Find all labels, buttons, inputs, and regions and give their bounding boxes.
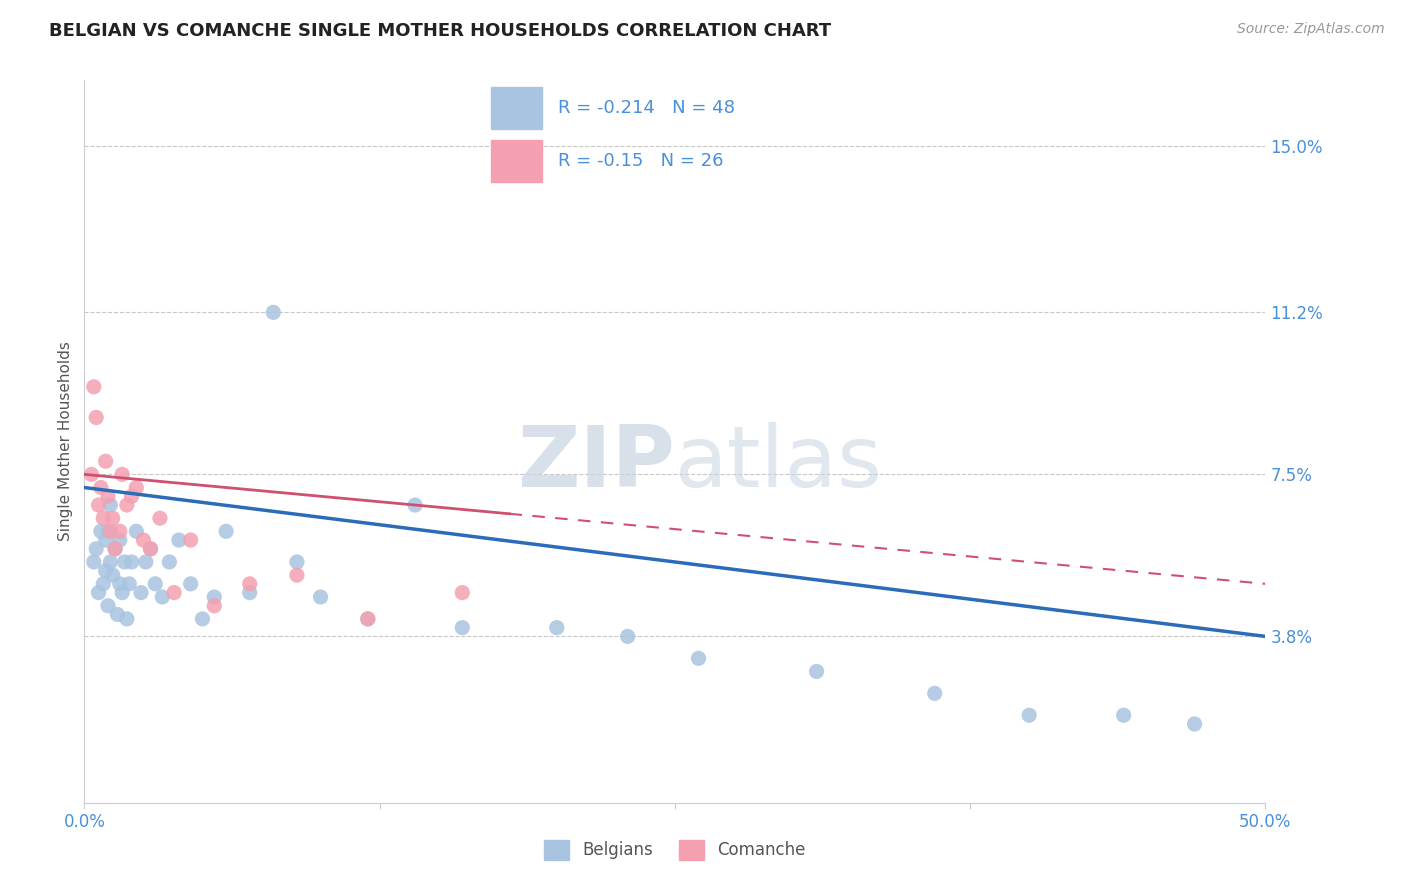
Point <box>104 541 127 556</box>
Point <box>546 621 568 635</box>
Point <box>1184 717 1206 731</box>
Point <box>132 533 155 547</box>
Point <box>451 621 474 635</box>
Point <box>135 555 157 569</box>
Point <box>87 498 110 512</box>
Point <box>180 533 202 547</box>
Point <box>98 498 121 512</box>
Point <box>91 577 114 591</box>
Point <box>83 380 105 394</box>
Point <box>1112 708 1135 723</box>
Point <box>87 585 110 599</box>
Point <box>1018 708 1040 723</box>
Point <box>101 568 124 582</box>
Point <box>180 577 202 591</box>
Legend: Belgians, Comanche: Belgians, Comanche <box>538 833 811 867</box>
Bar <box>491 140 541 182</box>
Point <box>84 410 107 425</box>
Point <box>125 481 148 495</box>
Point <box>285 568 308 582</box>
Text: ZIP: ZIP <box>517 422 675 505</box>
Point <box>98 555 121 569</box>
Point <box>97 524 120 539</box>
Point <box>108 577 131 591</box>
Point <box>309 590 332 604</box>
Point <box>80 467 103 482</box>
Point <box>84 541 107 556</box>
Point <box>108 524 131 539</box>
Point <box>115 498 138 512</box>
Point <box>202 599 225 613</box>
Point <box>262 305 284 319</box>
Point <box>451 585 474 599</box>
Point <box>90 481 112 495</box>
Point <box>129 585 152 599</box>
Point <box>616 629 638 643</box>
Point <box>357 612 380 626</box>
Point <box>157 555 180 569</box>
Point <box>404 498 426 512</box>
Point <box>97 489 120 503</box>
Point <box>163 585 186 599</box>
Point <box>91 511 114 525</box>
Point <box>239 585 262 599</box>
Point <box>101 511 124 525</box>
Point <box>97 599 120 613</box>
Y-axis label: Single Mother Households: Single Mother Households <box>58 342 73 541</box>
Bar <box>491 87 541 128</box>
Point <box>90 524 112 539</box>
Point <box>111 585 134 599</box>
Point <box>167 533 190 547</box>
Point <box>104 541 127 556</box>
Point <box>108 533 131 547</box>
Point <box>143 577 166 591</box>
Point <box>83 555 105 569</box>
Point <box>94 454 117 468</box>
Point <box>115 612 138 626</box>
Point <box>191 612 214 626</box>
Point <box>94 533 117 547</box>
Point <box>924 686 946 700</box>
Point <box>121 555 143 569</box>
Point <box>125 524 148 539</box>
Point <box>118 577 141 591</box>
Point <box>688 651 710 665</box>
Point <box>806 665 828 679</box>
Text: Source: ZipAtlas.com: Source: ZipAtlas.com <box>1237 22 1385 37</box>
Point <box>121 489 143 503</box>
Point <box>98 524 121 539</box>
Point <box>285 555 308 569</box>
Point <box>94 564 117 578</box>
Point <box>357 612 380 626</box>
Point <box>149 511 172 525</box>
Point <box>139 541 162 556</box>
Text: atlas: atlas <box>675 422 883 505</box>
Point <box>215 524 238 539</box>
Point <box>107 607 129 622</box>
Point <box>111 467 134 482</box>
Point <box>202 590 225 604</box>
Point <box>239 577 262 591</box>
Point <box>139 541 162 556</box>
Text: R = -0.214   N = 48: R = -0.214 N = 48 <box>558 99 734 117</box>
Text: R = -0.15   N = 26: R = -0.15 N = 26 <box>558 152 723 169</box>
Point <box>150 590 173 604</box>
Point <box>114 555 136 569</box>
Text: BELGIAN VS COMANCHE SINGLE MOTHER HOUSEHOLDS CORRELATION CHART: BELGIAN VS COMANCHE SINGLE MOTHER HOUSEH… <box>49 22 831 40</box>
